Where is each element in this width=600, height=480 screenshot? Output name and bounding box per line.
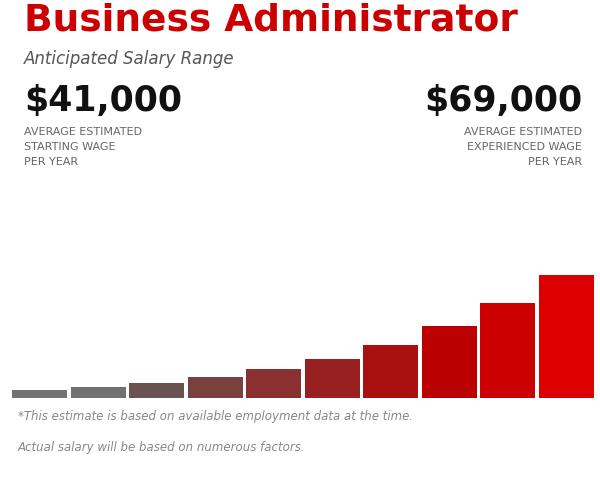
FancyBboxPatch shape [480, 303, 535, 398]
FancyBboxPatch shape [363, 345, 418, 398]
FancyBboxPatch shape [539, 275, 594, 398]
FancyBboxPatch shape [246, 369, 301, 398]
Text: $69,000: $69,000 [424, 84, 582, 118]
FancyBboxPatch shape [305, 359, 360, 398]
Text: AVERAGE ESTIMATED
STARTING WAGE
PER YEAR: AVERAGE ESTIMATED STARTING WAGE PER YEAR [24, 127, 142, 167]
FancyBboxPatch shape [129, 383, 184, 398]
Text: *This estimate is based on available employment data at the time.: *This estimate is based on available emp… [18, 410, 413, 423]
FancyBboxPatch shape [422, 325, 477, 398]
FancyBboxPatch shape [188, 377, 243, 398]
Text: $41,000: $41,000 [24, 84, 182, 118]
Text: AVERAGE ESTIMATED
EXPERIENCED WAGE
PER YEAR: AVERAGE ESTIMATED EXPERIENCED WAGE PER Y… [464, 127, 582, 167]
FancyBboxPatch shape [12, 390, 67, 398]
Text: Actual salary will be based on numerous factors.: Actual salary will be based on numerous … [18, 441, 305, 454]
FancyBboxPatch shape [71, 386, 126, 398]
Text: Anticipated Salary Range: Anticipated Salary Range [24, 50, 235, 68]
Text: Business Administrator: Business Administrator [24, 2, 518, 38]
